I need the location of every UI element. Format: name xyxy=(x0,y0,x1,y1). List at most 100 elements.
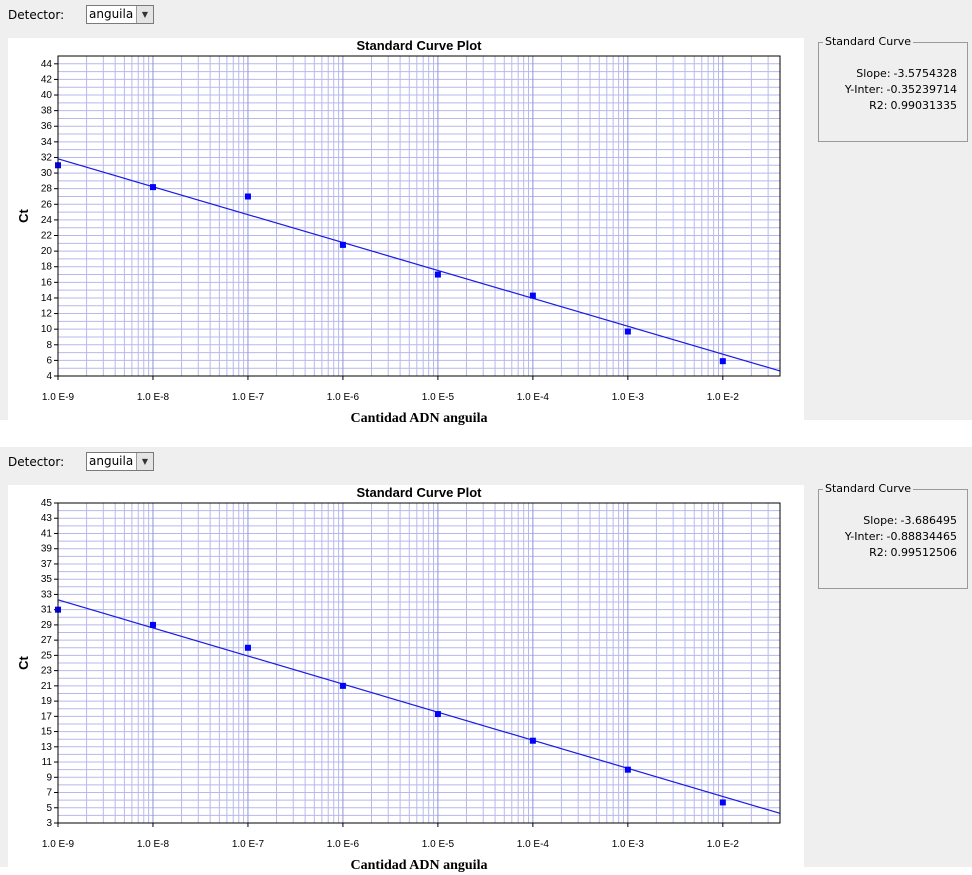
y-inter-row: Y-Inter: -0.88834465 xyxy=(842,530,957,543)
plot-frame xyxy=(57,55,781,377)
x-tick-label: 1.0 E-7 xyxy=(232,392,265,403)
chart-title: Standard Curve Plot xyxy=(357,485,483,500)
detector-row: Detector: anguila ▼ xyxy=(0,0,972,30)
y-tick-label: 22 xyxy=(41,231,53,242)
detector-select[interactable]: anguila ▼ xyxy=(86,452,154,471)
y-inter-value: -0.88834465 xyxy=(886,530,957,543)
data-point xyxy=(529,737,536,744)
data-point xyxy=(339,241,346,248)
x-axis-label: Cantidad ADN anguila xyxy=(351,411,488,426)
y-tick-label: 16 xyxy=(41,277,53,288)
y-tick-label: 38 xyxy=(41,106,53,117)
detector-row: Detector: anguila ▼ xyxy=(0,447,972,477)
y-inter-value: -0.35239714 xyxy=(886,83,957,96)
x-tick-label: 1.0 E-6 xyxy=(327,392,360,403)
data-point xyxy=(719,358,726,365)
y-tick-label: 17 xyxy=(41,711,53,722)
y-tick-label: 19 xyxy=(41,696,53,707)
r2-label: R2: xyxy=(869,546,888,559)
detector-select[interactable]: anguila ▼ xyxy=(86,5,154,24)
x-tick-label: 1.0 E-4 xyxy=(517,839,550,850)
standard-curve-group: Standard Curve Slope: -3.5754328 Y-Inter:… xyxy=(818,35,968,142)
y-inter-row: Y-Inter: -0.35239714 xyxy=(842,83,957,96)
x-tick-label: 1.0 E-9 xyxy=(42,839,75,850)
y-tick-label: 23 xyxy=(41,666,53,677)
x-tick-label: 1.0 E-5 xyxy=(422,392,455,403)
y-tick-label: 40 xyxy=(41,90,53,101)
chart-title: Standard Curve Plot xyxy=(357,38,483,53)
y-inter-label: Y-Inter: xyxy=(844,530,884,543)
y-tick-label: 6 xyxy=(46,355,52,366)
detector-label: Detector: xyxy=(8,8,65,22)
y-tick-label: 33 xyxy=(41,589,53,600)
standard-curve-group: Standard Curve Slope: -3.686495 Y-Inter: -… xyxy=(818,482,968,589)
y-tick-label: 32 xyxy=(41,152,53,163)
fit-line xyxy=(57,158,781,372)
slope-value: -3.5754328 xyxy=(893,67,957,80)
data-point xyxy=(434,711,441,718)
r2-value: 0.99031335 xyxy=(890,99,957,112)
y-tick-label: 9 xyxy=(46,772,52,783)
y-tick-label: 20 xyxy=(41,246,53,257)
chevron-down-icon[interactable]: ▼ xyxy=(136,6,153,23)
y-tick-label: 10 xyxy=(41,324,53,335)
y-tick-label: 12 xyxy=(41,309,53,320)
y-tick-label: 15 xyxy=(41,727,53,738)
y-tick-label: 26 xyxy=(41,199,53,210)
x-tick-label: 1.0 E-2 xyxy=(707,392,740,403)
y-tick-label: 5 xyxy=(46,803,52,814)
y-tick-label: 25 xyxy=(41,650,53,661)
standard-curve-panel-2: Detector: anguila ▼ Standard Curve Plot 3… xyxy=(0,447,972,875)
y-tick-label: 7 xyxy=(46,788,52,799)
x-tick-label: 1.0 E-8 xyxy=(137,392,170,403)
x-axis-label: Cantidad ADN anguila xyxy=(351,858,488,873)
y-tick-label: 43 xyxy=(41,513,53,524)
y-tick-label: 37 xyxy=(41,559,53,570)
y-tick-label: 45 xyxy=(41,498,53,509)
y-tick-label: 4 xyxy=(46,371,52,382)
data-point xyxy=(244,193,251,200)
standard-curve-title: Standard Curve xyxy=(823,482,913,495)
y-tick-label: 42 xyxy=(41,74,53,85)
x-tick-label: 1.0 E-9 xyxy=(42,392,75,403)
standard-curve-title: Standard Curve xyxy=(823,35,913,48)
standard-curve-plot: Standard Curve Plot 4 6 8 10 12 14 16 18 20 22 24 26… xyxy=(8,38,804,428)
y-tick-label: 3 xyxy=(46,818,52,829)
y-tick-label: 13 xyxy=(41,742,53,753)
y-tick-label: 28 xyxy=(41,184,53,195)
y-tick-label: 21 xyxy=(41,681,53,692)
standard-curve-plot: Standard Curve Plot 3 5 7 9 11 13 15 17 19 21 23 25 2… xyxy=(8,485,804,875)
data-point xyxy=(149,621,156,628)
chart-svg: Standard Curve Plot 4 6 8 10 12 14 16 18 20 22 24 26… xyxy=(16,38,781,426)
y-tick-label: 14 xyxy=(41,293,53,304)
data-point xyxy=(529,292,536,299)
r2-row: R2: 0.99512506 xyxy=(866,546,957,559)
x-tick-label: 1.0 E-3 xyxy=(612,839,645,850)
y-tick-label: 36 xyxy=(41,121,53,132)
slope-label: Slope: xyxy=(863,514,898,527)
y-tick-label: 27 xyxy=(41,635,53,646)
detector-value: anguila xyxy=(89,7,134,21)
fit-line xyxy=(57,599,781,814)
chevron-down-icon[interactable]: ▼ xyxy=(136,453,153,470)
detector-value: anguila xyxy=(89,454,134,468)
data-point xyxy=(149,184,156,191)
slope-label: Slope: xyxy=(856,67,891,80)
x-tick-label: 1.0 E-5 xyxy=(422,839,455,850)
y-tick-label: 11 xyxy=(42,757,53,768)
r2-label: R2: xyxy=(869,99,888,112)
chart-svg: Standard Curve Plot357911131517192123252… xyxy=(16,485,781,873)
y-tick-label: 41 xyxy=(41,528,53,539)
data-point xyxy=(624,766,631,773)
y-tick-label: 44 xyxy=(41,59,53,70)
y-inter-label: Y-Inter: xyxy=(844,83,884,96)
slope-row: Slope: -3.686495 xyxy=(860,514,957,527)
y-tick-label: 35 xyxy=(41,574,53,585)
data-point xyxy=(434,271,441,278)
r2-row: R2: 0.99031335 xyxy=(866,99,957,112)
x-tick-label: 1.0 E-8 xyxy=(137,839,170,850)
plot-border xyxy=(57,502,781,824)
r2-value: 0.99512506 xyxy=(890,546,957,559)
plot-border xyxy=(57,55,781,377)
x-tick-label: 1.0 E-3 xyxy=(612,392,645,403)
